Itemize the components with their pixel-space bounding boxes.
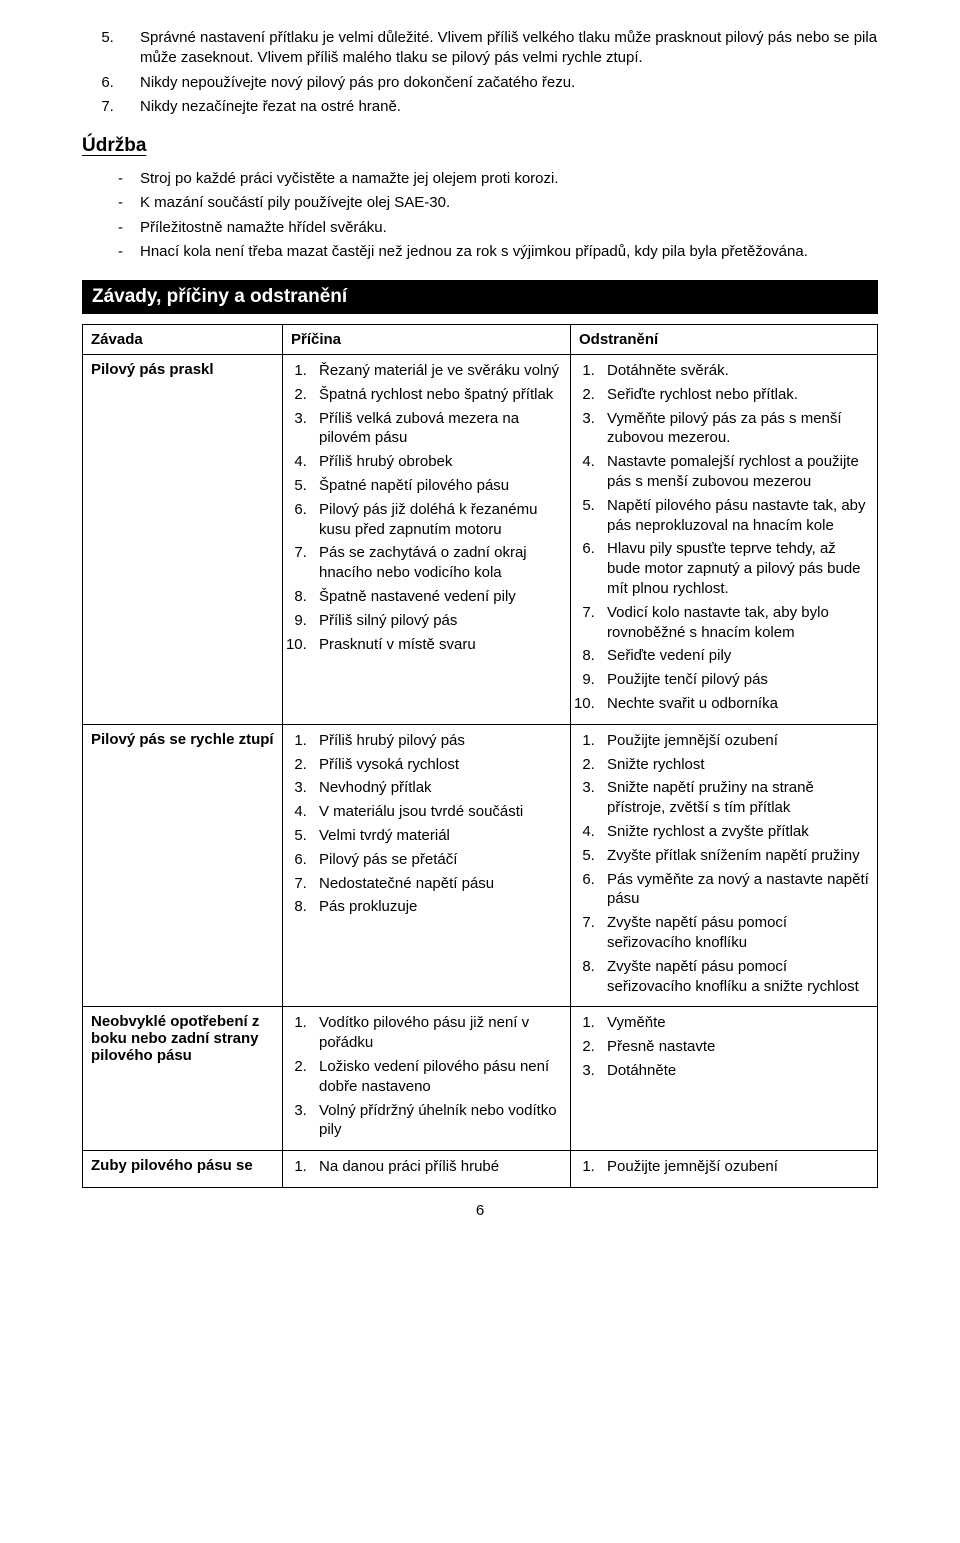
troubleshoot-heading: Závady, příčiny a odstranění [82,280,878,314]
fix-item: Napětí pilového pásu nastavte tak, aby p… [599,496,869,536]
maintenance-list: Stroj po každé práci vyčistěte a namažte… [82,169,878,262]
fix-item: Vyměňte [599,1013,869,1033]
cause-item: Špatné napětí pilového pásu [311,476,562,496]
fault-name: Pilový pás praskl [91,361,214,378]
cause-item: Pilový pás již doléhá k řezanému kusu př… [311,500,562,540]
fault-cell: Neobvyklé opotřebení z boku nebo zadní s… [83,1007,283,1151]
cause-item: Pás prokluzuje [311,897,562,917]
cause-cell: Příliš hrubý pilový pás Příliš vysoká ry… [283,724,571,1007]
fix-cell: Vyměňte Přesně nastavte Dotáhněte [571,1007,878,1151]
fix-item: Zvyšte napětí pásu pomocí seřizovacího k… [599,957,869,997]
fix-cell: Dotáhněte svěrák. Seřiďte rychlost nebo … [571,355,878,725]
fix-item: Vodicí kolo nastavte tak, aby bylo rovno… [599,603,869,643]
maintenance-item: Příležitostně namažte hřídel svěráku. [118,218,878,238]
table-row: Zuby pilového pásu se Na danou práci pří… [83,1151,878,1188]
cause-item: Příliš hrubý obrobek [311,452,562,472]
fix-item: Použijte jemnější ozubení [599,1157,869,1177]
cause-item: Řezaný materiál je ve svěráku volný [311,361,562,381]
fix-item: Pás vyměňte za nový a nastavte napětí pá… [599,870,869,910]
fix-item: Vyměňte pilový pás za pás s menší zubovo… [599,409,869,449]
fix-item: Zvyšte napětí pásu pomocí seřizovacího k… [599,913,869,953]
cause-item: Na danou práci příliš hrubé [311,1157,562,1177]
fault-cell: Zuby pilového pásu se [83,1151,283,1188]
table-row: Pilový pás se rychle ztupí Příliš hrubý … [83,724,878,1007]
fault-name: Zuby pilového pásu se [91,1157,253,1174]
instruction-item: Nikdy nezačínejte řezat na ostré hraně. [118,97,878,117]
fix-item: Seřiďte rychlost nebo přítlak. [599,385,869,405]
fix-item: Snižte napětí pružiny na straně přístroj… [599,778,869,818]
table-header-row: Závada Příčina Odstranění [83,325,878,355]
header-cause: Příčina [283,325,571,355]
cause-item: Velmi tvrdý materiál [311,826,562,846]
cause-item: Příliš vysoká rychlost [311,755,562,775]
cause-item: V materiálu jsou tvrdé součásti [311,802,562,822]
cause-item: Nedostatečné napětí pásu [311,874,562,894]
cause-item: Ložisko vedení pilového pásu není dobře … [311,1057,562,1097]
cause-cell: Vodítko pilového pásu již není v pořádku… [283,1007,571,1151]
fix-item: Hlavu pily spusťte teprve tehdy, až bude… [599,539,869,598]
maintenance-item: K mazání součástí pily používejte olej S… [118,193,878,213]
fault-cell: Pilový pás praskl [83,355,283,725]
fix-cell: Použijte jemnější ozubení [571,1151,878,1188]
fix-item: Nastavte pomalejší rychlost a použijte p… [599,452,869,492]
fix-item: Zvyšte přítlak snížením napětí pružiny [599,846,869,866]
cause-item: Pás se zachytává o zadní okraj hnacího n… [311,543,562,583]
table-row: Neobvyklé opotřebení z boku nebo zadní s… [83,1007,878,1151]
cause-item: Špatná rychlost nebo špatný přítlak [311,385,562,405]
fault-name: Pilový pás se rychle ztupí [91,731,274,748]
instruction-item: Správné nastavení přítlaku je velmi důle… [118,28,878,69]
fault-cell: Pilový pás se rychle ztupí [83,724,283,1007]
fault-name: Neobvyklé opotřebení z boku nebo zadní s… [91,1013,259,1064]
cause-cell: Na danou práci příliš hrubé [283,1151,571,1188]
cause-item: Nevhodný přítlak [311,778,562,798]
cause-item: Příliš silný pilový pás [311,611,562,631]
fix-item: Přesně nastavte [599,1037,869,1057]
fix-item: Dotáhněte [599,1061,869,1081]
cause-item: Prasknutí v místě svaru [311,635,562,655]
fix-cell: Použijte jemnější ozubení Snižte rychlos… [571,724,878,1007]
cause-item: Špatně nastavené vedení pily [311,587,562,607]
fix-item: Použijte tenčí pilový pás [599,670,869,690]
fix-item: Snižte rychlost [599,755,869,775]
page-number: 6 [82,1202,878,1219]
table-row: Pilový pás praskl Řezaný materiál je ve … [83,355,878,725]
cause-item: Vodítko pilového pásu již není v pořádku [311,1013,562,1053]
fix-item: Nechte svařit u odborníka [599,694,869,714]
fix-item: Dotáhněte svěrák. [599,361,869,381]
header-fault: Závada [83,325,283,355]
maintenance-item: Stroj po každé práci vyčistěte a namažte… [118,169,878,189]
instruction-item: Nikdy nepoužívejte nový pilový pás pro d… [118,73,878,93]
instructions-continued: Správné nastavení přítlaku je velmi důle… [82,28,878,117]
cause-item: Pilový pás se přetáčí [311,850,562,870]
fix-item: Seřiďte vedení pily [599,646,869,666]
cause-item: Příliš velká zubová mezera na pilovém pá… [311,409,562,449]
header-fix: Odstranění [571,325,878,355]
maintenance-heading: Údržba [82,135,878,157]
cause-cell: Řezaný materiál je ve svěráku volný Špat… [283,355,571,725]
cause-item: Volný přídržný úhelník nebo vodítko pily [311,1101,562,1141]
fix-item: Použijte jemnější ozubení [599,731,869,751]
cause-item: Příliš hrubý pilový pás [311,731,562,751]
fix-item: Snižte rychlost a zvyšte přítlak [599,822,869,842]
troubleshoot-table: Závada Příčina Odstranění Pilový pás pra… [82,324,878,1188]
maintenance-item: Hnací kola není třeba mazat častěji než … [118,242,878,262]
